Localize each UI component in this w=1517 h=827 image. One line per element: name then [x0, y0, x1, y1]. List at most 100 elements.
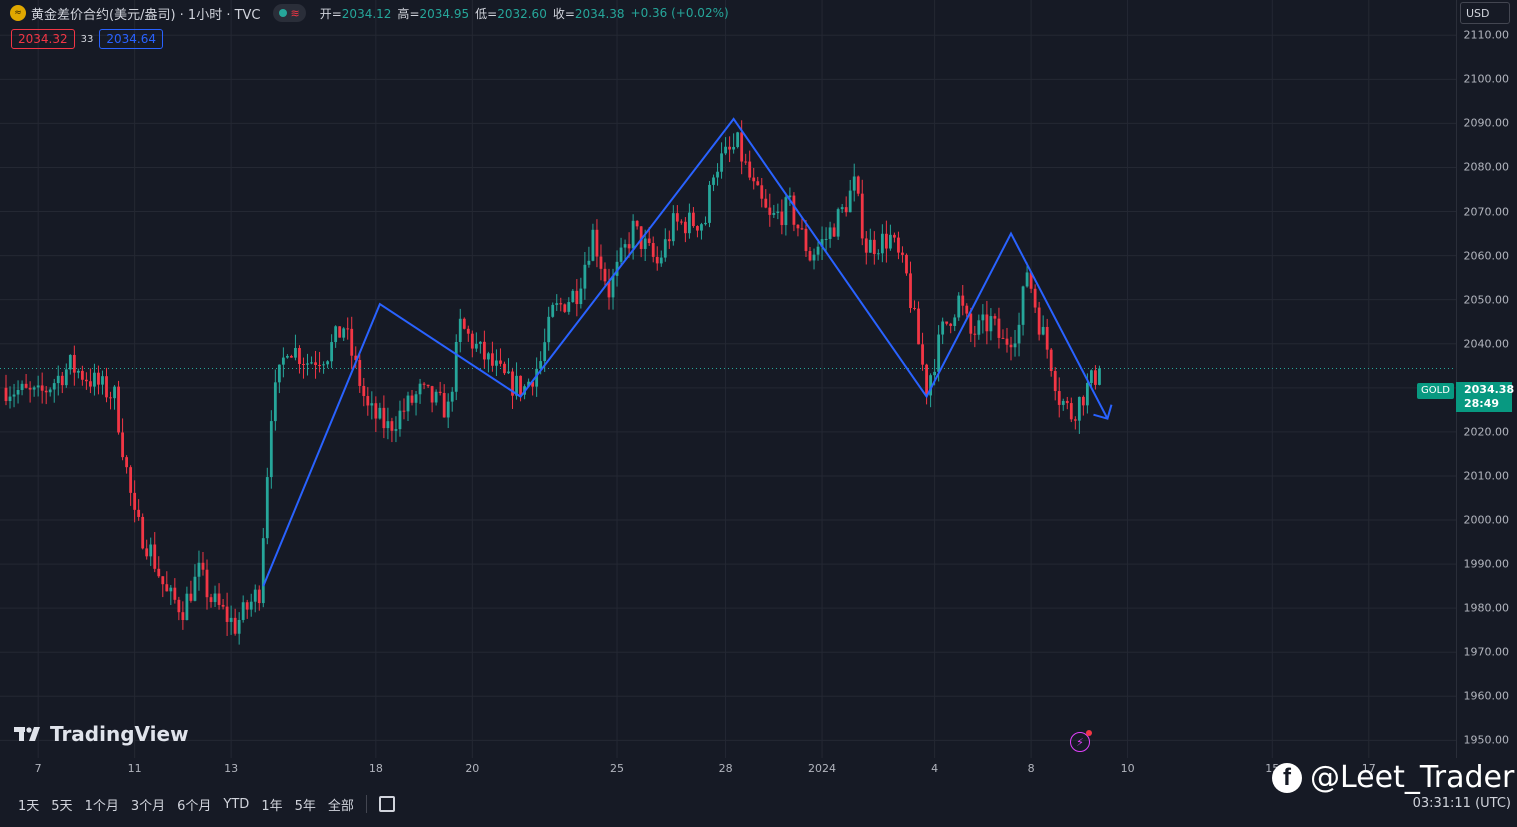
candle-bull	[197, 562, 201, 577]
price-tick-label: 1990.00	[1463, 557, 1510, 571]
last-price-value: 2034.38	[1464, 383, 1515, 396]
range-1y-button[interactable]: 1年	[261, 798, 283, 814]
range-ytd-button[interactable]: YTD	[223, 796, 250, 812]
candle-bull	[828, 227, 832, 239]
calendar-icon[interactable]	[378, 796, 395, 812]
price-tick-label: 2080.00	[1463, 160, 1510, 174]
lightning-icon[interactable]: ⚡	[1070, 730, 1092, 752]
candle-bear	[72, 354, 76, 373]
candle-bear	[1094, 370, 1097, 385]
candle-bull	[611, 275, 615, 298]
candle-bear	[1009, 344, 1013, 348]
candle-bull	[281, 357, 285, 365]
range-3m-button[interactable]: 3个月	[130, 798, 166, 814]
candle-bull	[185, 593, 189, 620]
candle-bull	[507, 371, 510, 374]
price-scale[interactable]: 1950.00 1960.00 1970.00 1980.00 1990.00 2000.…	[1456, 0, 1517, 758]
candle-bear	[740, 132, 744, 162]
candle-bull	[76, 370, 80, 373]
candle-bull	[326, 361, 329, 365]
candle-bull	[977, 320, 981, 335]
candle-bull	[724, 146, 727, 154]
candle-bear	[426, 384, 430, 387]
tradingview-logo[interactable]: TradingView	[14, 722, 189, 746]
candle-bear	[696, 226, 699, 231]
candle-bear	[217, 593, 221, 605]
candle-bull	[929, 375, 932, 396]
candle-bear	[1057, 391, 1061, 405]
time-tick-label: 11	[127, 762, 142, 775]
candle-bull	[836, 209, 840, 237]
sell-button[interactable]: 2034.32	[11, 29, 75, 49]
candle-bear	[1065, 400, 1069, 404]
candle-bull	[1090, 370, 1093, 383]
candle-bull	[852, 176, 856, 191]
tradingview-logo-text: TradingView	[50, 722, 189, 746]
range-all-button[interactable]: 全部	[327, 798, 354, 814]
candle-bull	[880, 233, 884, 254]
range-1m-button[interactable]: 1个月	[84, 798, 119, 814]
candle-bull	[149, 544, 153, 557]
candle-bull	[981, 314, 985, 321]
price-tick-label: 1960.00	[1463, 689, 1510, 703]
candle-bear	[362, 385, 366, 397]
candle-bear	[1069, 403, 1073, 420]
candle-bear	[402, 410, 406, 412]
candle-bull	[322, 364, 325, 366]
candle-bear	[462, 318, 466, 329]
utc-clock[interactable]: 03:31:11 (UTC)	[1412, 796, 1511, 811]
candle-bear	[233, 617, 237, 634]
time-tick-label: 4	[931, 762, 939, 775]
candle-bear	[651, 243, 655, 257]
market-status[interactable]: ≋	[272, 4, 306, 22]
candle-bull	[953, 317, 957, 326]
time-scale[interactable]: 7 11 13 18 20 25 28 2024 4 8 10 15 17	[0, 758, 1456, 782]
candle-bear	[607, 281, 611, 298]
candle-bull	[583, 264, 587, 289]
candle-bear	[856, 176, 860, 194]
candle-bull	[446, 401, 450, 418]
candle-bull	[434, 391, 438, 403]
range-5y-button[interactable]: 5年	[294, 798, 316, 814]
candle-bull	[370, 403, 374, 406]
candle-bear	[844, 207, 848, 213]
range-1d-button[interactable]: 1天	[18, 798, 40, 814]
candle-bull	[478, 341, 482, 344]
price-tick-label: 2050.00	[1463, 293, 1510, 307]
candle-bear	[366, 396, 370, 406]
candle-bear	[1001, 337, 1005, 339]
candle-bear	[438, 391, 442, 393]
time-tick-label: 10	[1120, 762, 1135, 775]
candle-bull	[310, 362, 313, 364]
candle-bear	[800, 228, 804, 230]
range-6m-button[interactable]: 6个月	[177, 798, 212, 814]
candle-bull	[495, 360, 498, 366]
candle-bear	[511, 371, 514, 396]
candle-bear	[153, 544, 157, 569]
price-tick-label: 2110.00	[1463, 28, 1510, 42]
candle-bull	[623, 244, 627, 248]
time-tick-label: 28	[718, 762, 733, 775]
candle-bear	[89, 381, 92, 387]
candle-bear	[28, 387, 32, 390]
candle-bull	[113, 386, 116, 399]
candle-bear	[925, 364, 928, 396]
symbol-title[interactable]: 黄金差价合约(美元/盎司) · 1小时 · TVC	[31, 7, 261, 23]
candle-bear	[748, 161, 752, 178]
price-tick-label: 1980.00	[1463, 601, 1510, 615]
candle-bear	[531, 381, 535, 387]
candle-bull	[1017, 324, 1021, 344]
candle-bull	[941, 321, 945, 335]
candle-bear	[430, 386, 434, 403]
candle-bear	[897, 237, 900, 253]
candle-bear	[595, 229, 599, 257]
candle-bear	[1081, 396, 1085, 406]
range-5d-button[interactable]: 5天	[51, 798, 73, 814]
candle-bear	[1053, 371, 1057, 392]
buy-button[interactable]: 2034.64	[99, 29, 163, 49]
candle-bull	[261, 538, 265, 604]
currency-selector[interactable]: USD	[1460, 2, 1510, 24]
price-chart[interactable]	[0, 0, 1456, 758]
candle-bull	[68, 354, 72, 370]
candle-bear	[121, 432, 124, 458]
